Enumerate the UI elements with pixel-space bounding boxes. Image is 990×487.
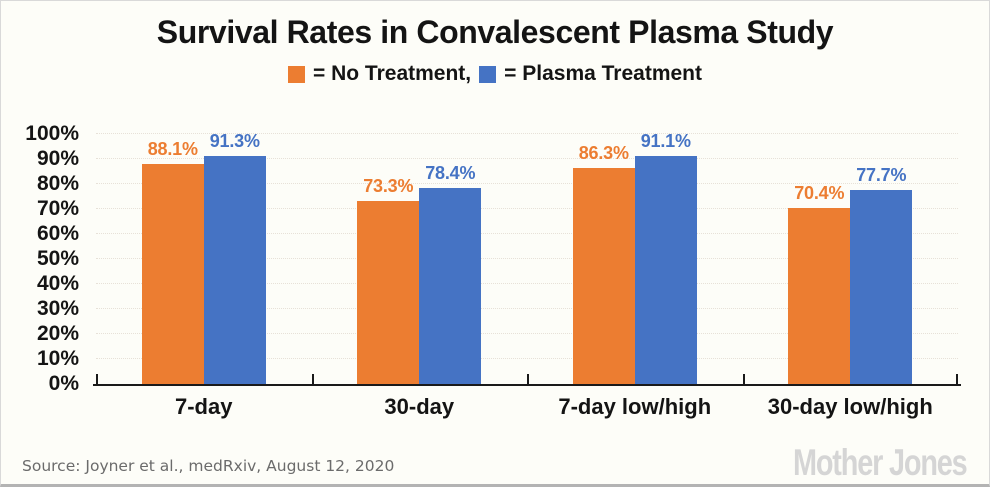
bar-no-treatment-2 <box>357 200 420 384</box>
legend-swatch-plasma-icon <box>479 65 497 83</box>
legend-label-no-treatment: = No Treatment, <box>313 62 472 85</box>
y-axis-label-30: 30% <box>36 297 79 320</box>
x-axis-tick-2 <box>527 374 529 384</box>
y-axis-label-20: 20% <box>36 322 79 345</box>
x-axis-tick-1 <box>311 374 314 384</box>
y-axis-label-0: 0% <box>48 372 79 395</box>
source-note: Source: Joyner et al., medRxiv, August 1… <box>22 457 395 475</box>
gridline-100 <box>96 133 958 134</box>
x-axis-label-1: 7-day <box>175 394 233 419</box>
gridline-50 <box>96 258 958 259</box>
x-axis-label-3: 7-day low/high <box>558 394 712 419</box>
gridline-40 <box>96 283 958 284</box>
y-axis-label-80: 80% <box>36 172 79 195</box>
value-label-plasma-treatment-4: 77.7% <box>856 164 907 185</box>
y-axis-label-90: 90% <box>36 147 79 170</box>
legend-swatch-no-treatment-icon <box>288 65 305 83</box>
value-label-no-treatment-4: 70.4% <box>794 183 845 203</box>
bar-plasma-treatment-4 <box>850 189 913 384</box>
value-label-no-treatment-2: 73.3% <box>363 175 414 196</box>
y-axis-label-10: 10% <box>36 347 79 370</box>
legend-label-plasma: = Plasma Treatment <box>504 62 702 85</box>
value-label-plasma-treatment-1: 91.3% <box>209 130 260 151</box>
x-axis-tick-4 <box>956 374 958 384</box>
x-axis-tick-0 <box>96 374 98 384</box>
bar-no-treatment-4 <box>788 208 851 384</box>
y-axis-label-50: 50% <box>36 247 79 270</box>
gridline-90 <box>96 158 958 159</box>
value-label-no-treatment-1: 88.1% <box>147 138 198 159</box>
gridline-10 <box>96 358 958 359</box>
bar-no-treatment-3 <box>572 168 635 384</box>
plot-area: 88.1% 91.3% 73.3% 78.4% 86.3% 91.1% 70.4% 77.7% <box>93 130 961 386</box>
value-label-plasma-treatment-3: 91.1% <box>640 131 691 152</box>
x-axis-line <box>93 384 961 386</box>
gridline-80 <box>96 183 958 184</box>
x-axis-tick-3 <box>742 374 745 384</box>
x-axis-label-4: 30-day low/high <box>767 394 933 419</box>
bar-plasma-treatment-1 <box>203 155 266 384</box>
y-axis-label-60: 60% <box>36 222 79 245</box>
value-label-no-treatment-3: 86.3% <box>578 143 629 164</box>
chart-legend: = No Treatment, = Plasma Treatment <box>1 62 989 86</box>
x-axis-label-2: 30-day <box>384 394 455 419</box>
gridline-60 <box>96 233 958 234</box>
gridline-20 <box>96 333 958 334</box>
bar-plasma-treatment-2 <box>419 188 482 384</box>
y-axis-label-40: 40% <box>36 272 79 295</box>
gridline-30 <box>96 308 958 309</box>
y-axis-label-100: 100% <box>25 122 79 145</box>
bar-no-treatment-1 <box>141 163 204 384</box>
gridline-70 <box>96 208 958 209</box>
bar-plasma-treatment-3 <box>634 156 697 384</box>
motherjones-logo: Mother Jones <box>793 442 968 483</box>
chart-title: Survival Rates in Convalescent Plasma St… <box>156 14 834 50</box>
y-axis-label-70: 70% <box>36 197 79 220</box>
value-label-plasma-treatment-2: 78.4% <box>425 163 476 183</box>
